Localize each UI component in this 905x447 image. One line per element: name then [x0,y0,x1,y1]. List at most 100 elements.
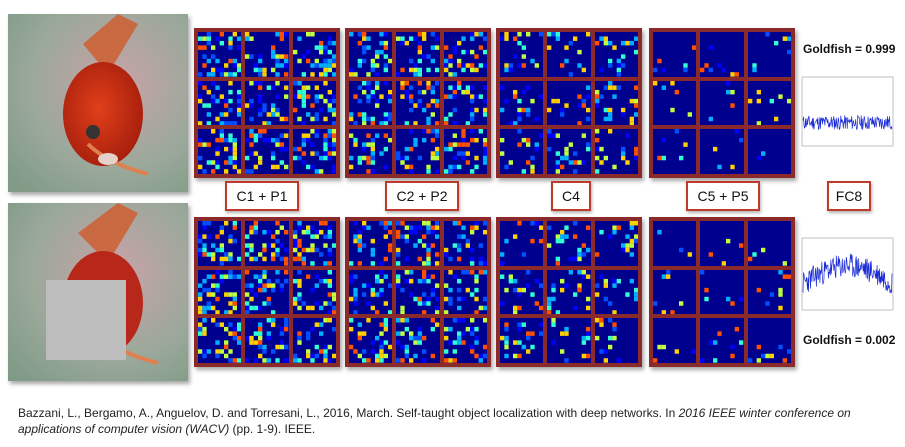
fc8-plot-bottom [800,236,895,314]
feature-map-cell [396,269,440,315]
feature-map-cell [653,129,697,174]
feature-map-cell [653,221,697,266]
feature-map-cell [653,32,697,77]
label-c5-p5: C5 + P5 [686,181,760,211]
feature-map-cell [443,269,487,315]
feature-map-cell [547,318,591,363]
feature-map-cell [500,32,544,77]
feature-map-cell [547,129,591,174]
feature-map-cell [349,32,393,77]
feature-map-cell [653,269,697,315]
citation: Bazzani, L., Bergamo, A., Anguelov, D. a… [18,405,898,437]
feature-map-cell [700,221,744,266]
label-fc8: FC8 [827,181,871,211]
feature-map-cell [547,80,591,126]
feature-map-cell [198,32,242,77]
label-c2-p2: C2 + P2 [385,181,459,211]
feature-map-cell [594,129,638,174]
feature-map-cell [500,80,544,126]
feature-map-cell [547,269,591,315]
feature-map-cell [396,129,440,174]
feature-map-cell [443,32,487,77]
feature-map-cell [443,129,487,174]
feature-map-cell [349,129,393,174]
feature-map-cell [245,318,289,363]
feature-map-cell [653,80,697,126]
feature-map-cell [547,32,591,77]
score-top: Goldfish = 0.999 [803,42,896,56]
feature-grid-c2-bottom [345,217,491,367]
feature-map-cell [700,129,744,174]
feature-map-cell [747,221,791,266]
feature-map-cell [198,318,242,363]
feature-map-cell [700,32,744,77]
feature-map-cell [443,80,487,126]
feature-map-cell [396,32,440,77]
feature-map-cell [292,221,336,266]
label-c1-text: C1 + P1 [236,188,288,204]
feature-map-cell [547,221,591,266]
feature-map-cell [198,129,242,174]
label-c4: C4 [551,181,591,211]
feature-map-cell [700,269,744,315]
citation-text: Bazzani, L., Bergamo, A., Anguelov, D. a… [18,406,679,420]
feature-map-cell [396,221,440,266]
feature-map-cell [349,318,393,363]
feature-map-cell [594,32,638,77]
feature-map-cell [594,80,638,126]
feature-map-cell [594,318,638,363]
feature-grid-c5-bottom [649,217,795,367]
feature-map-cell [500,318,544,363]
feature-map-cell [245,32,289,77]
feature-map-cell [594,269,638,315]
feature-map-cell [292,129,336,174]
feature-map-cell [349,80,393,126]
feature-map-cell [500,221,544,266]
score-bottom: Goldfish = 0.002 [803,333,896,347]
feature-grid-c4-bottom [496,217,642,367]
feature-grid-c1-top [194,28,340,178]
label-c2-text: C2 + P2 [396,188,448,204]
feature-map-cell [747,32,791,77]
feature-map-cell [443,318,487,363]
feature-map-cell [292,269,336,315]
feature-map-cell [396,318,440,363]
feature-map-cell [500,269,544,315]
feature-map-cell [292,80,336,126]
goldfish-image-original [8,14,188,192]
feature-map-cell [292,318,336,363]
feature-map-cell [594,221,638,266]
feature-map-cell [198,269,242,315]
feature-map-cell [245,80,289,126]
feature-map-cell [349,269,393,315]
feature-map-cell [245,269,289,315]
feature-grid-c2-top [345,28,491,178]
feature-map-cell [396,80,440,126]
feature-grid-c5-top [649,28,795,178]
feature-map-cell [443,221,487,266]
label-c1-p1: C1 + P1 [225,181,299,211]
feature-map-cell [500,129,544,174]
fc8-plot-top [800,75,895,150]
feature-map-cell [747,129,791,174]
occluder-square [46,280,126,360]
feature-map-cell [700,80,744,126]
feature-grid-c4-top [496,28,642,178]
label-fc8-text: FC8 [835,188,863,204]
feature-map-cell [747,80,791,126]
feature-map-cell [747,269,791,315]
goldfish-image-occluded [8,203,188,381]
feature-map-cell [198,80,242,126]
label-c5-text: C5 + P5 [697,188,749,204]
citation-pages: (pp. 1-9). IEEE. [229,422,316,436]
feature-map-cell [245,129,289,174]
feature-map-cell [747,318,791,363]
feature-map-cell [349,221,393,266]
citation-venue: 2016 IEEE winter conference on applicati… [18,406,851,436]
feature-map-cell [245,221,289,266]
feature-map-cell [198,221,242,266]
feature-map-cell [700,318,744,363]
label-c4-text: C4 [562,188,580,204]
feature-map-cell [653,318,697,363]
feature-grid-c1-bottom [194,217,340,367]
